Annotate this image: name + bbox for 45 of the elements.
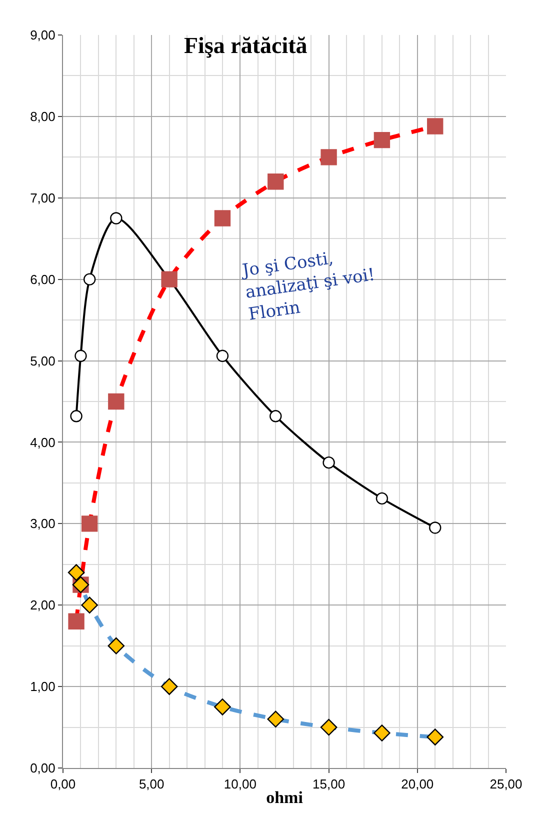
x-tick-label: 5,00 [138,776,164,792]
x-tick-label: 10,00 [224,776,256,792]
y-tick-label: 3,00 [30,516,56,532]
point [110,212,122,224]
point [83,273,96,286]
point [320,149,337,166]
point [74,350,87,362]
x-tick-label: 20,00 [401,776,434,792]
point [216,350,229,362]
annotation: Jo şi Costi, analizaţi şi voi! Florin [239,248,376,325]
y-tick-label: 4,00 [30,434,56,450]
chart-title: Fişa rătăcită [184,32,308,58]
point [70,410,82,422]
y-tick-label: 6,00 [30,272,56,287]
point [81,596,98,614]
point [322,456,335,469]
point [268,174,284,190]
x-tick-label: 0,00 [50,776,76,792]
point [68,564,85,581]
point [214,210,231,226]
y-tick-label: 2,00 [30,598,56,613]
point [320,718,338,736]
point [427,118,444,134]
y-tick-label: 1,00 [30,679,56,694]
point [81,516,98,532]
point [267,710,284,728]
point [426,728,444,746]
y-tick-label: 5,00 [30,353,56,368]
point [214,698,231,716]
y-tick-label: 7,00 [30,190,56,206]
point [68,613,84,630]
x-tick-label: 15,00 [312,776,346,792]
y-tick-label: 9,00 [30,28,56,43]
x-axis-title: ohmi [266,788,304,807]
y-tick-label: 0,00 [30,760,56,776]
point [108,393,124,410]
y-tick-label: 8,00 [30,108,56,124]
point [376,492,388,505]
point [108,637,125,654]
point [429,522,442,534]
point [374,724,390,742]
point [160,678,178,695]
point [270,410,282,422]
point [374,132,390,148]
x-tick-label: 25,00 [490,776,522,792]
